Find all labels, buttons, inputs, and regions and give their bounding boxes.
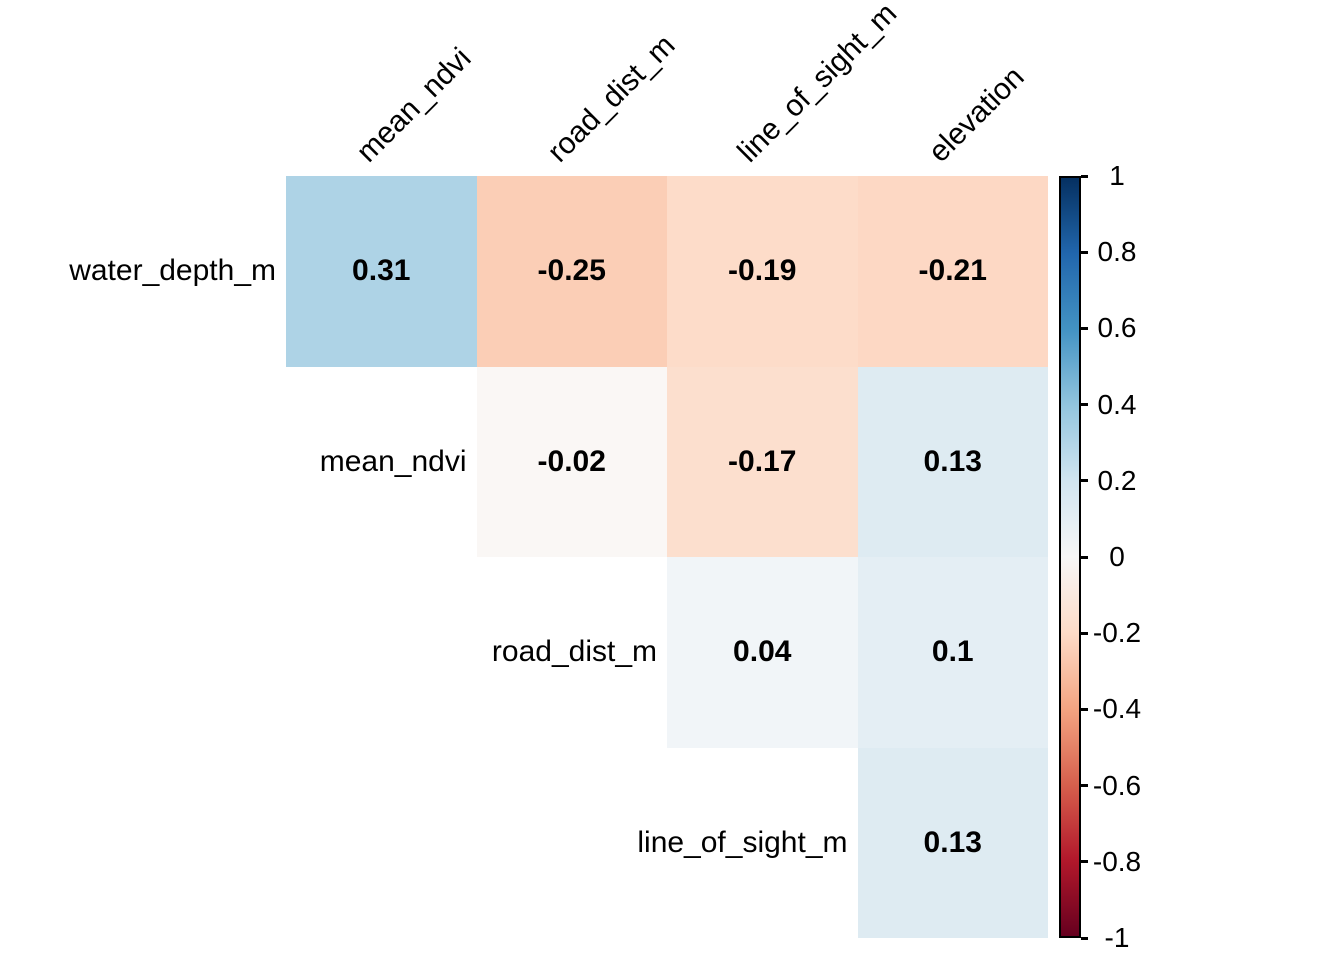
row-label: line_of_sight_m: [637, 825, 848, 859]
colorbar-tick-label: 0.2: [1097, 464, 1137, 496]
cell-value: -0.17: [728, 444, 797, 478]
colorbar-tick: [1081, 860, 1088, 864]
cell-value: 0.13: [923, 444, 982, 478]
colorbar-tick: [1081, 479, 1088, 483]
colorbar-tick: [1081, 555, 1088, 559]
column-label: line_of_sight_m: [731, 0, 904, 169]
cell-value: 0.31: [352, 254, 411, 288]
heatmap-cell: 0.13: [857, 366, 1048, 557]
colorbar-tick: [1081, 936, 1088, 940]
column-label: elevation: [922, 60, 1031, 169]
colorbar-tick: [1081, 174, 1088, 178]
cell-value: -0.21: [918, 254, 987, 288]
column-label: mean_ndvi: [350, 41, 478, 169]
heatmap-cell: 0.04: [667, 557, 858, 748]
heatmap-cell: -0.17: [667, 366, 858, 557]
colorbar-tick-label: 1: [1109, 160, 1125, 191]
cell-value: -0.25: [537, 254, 606, 288]
heatmap-cell: -0.19: [667, 176, 858, 367]
colorbar-tick-label: 0.8: [1097, 236, 1137, 268]
colorbar-tick: [1081, 250, 1088, 254]
heatmap-cell: -0.02: [476, 366, 667, 557]
heatmap-cell: 0.13: [857, 747, 1048, 938]
colorbar-tick-label: -0.2: [1092, 617, 1142, 649]
column-label: road_dist_m: [541, 28, 682, 169]
colorbar-tick-label: -1: [1104, 922, 1130, 953]
cell-value: 0.13: [923, 825, 982, 859]
colorbar-tick-label: -0.6: [1092, 769, 1142, 801]
heatmap-cell: 0.31: [286, 176, 477, 367]
colorbar-tick: [1081, 631, 1088, 635]
row-label: mean_ndvi: [319, 444, 467, 478]
colorbar-tick: [1081, 403, 1088, 407]
colorbar-tick: [1081, 326, 1088, 330]
heatmap-cell: -0.25: [476, 176, 667, 367]
colorbar-tick-label: 0: [1109, 541, 1125, 572]
cell-value: -0.19: [728, 254, 797, 288]
colorbar-gradient: [1059, 176, 1081, 938]
cell-value: 0.04: [733, 635, 792, 669]
colorbar-tick: [1081, 784, 1088, 788]
colorbar-tick: [1081, 707, 1088, 711]
heatmap-cell: -0.21: [857, 176, 1048, 367]
colorbar-tick-label: 0.4: [1097, 388, 1137, 420]
cell-value: -0.02: [537, 444, 606, 478]
cell-value: 0.1: [931, 635, 974, 669]
row-label: water_depth_m: [69, 254, 276, 288]
colorbar-tick-label: -0.4: [1092, 693, 1142, 725]
row-label: road_dist_m: [491, 635, 657, 669]
heatmap-cell: 0.1: [857, 557, 1048, 748]
colorbar-tick-label: -0.8: [1092, 845, 1142, 877]
colorbar-tick-label: 0.6: [1097, 312, 1137, 344]
